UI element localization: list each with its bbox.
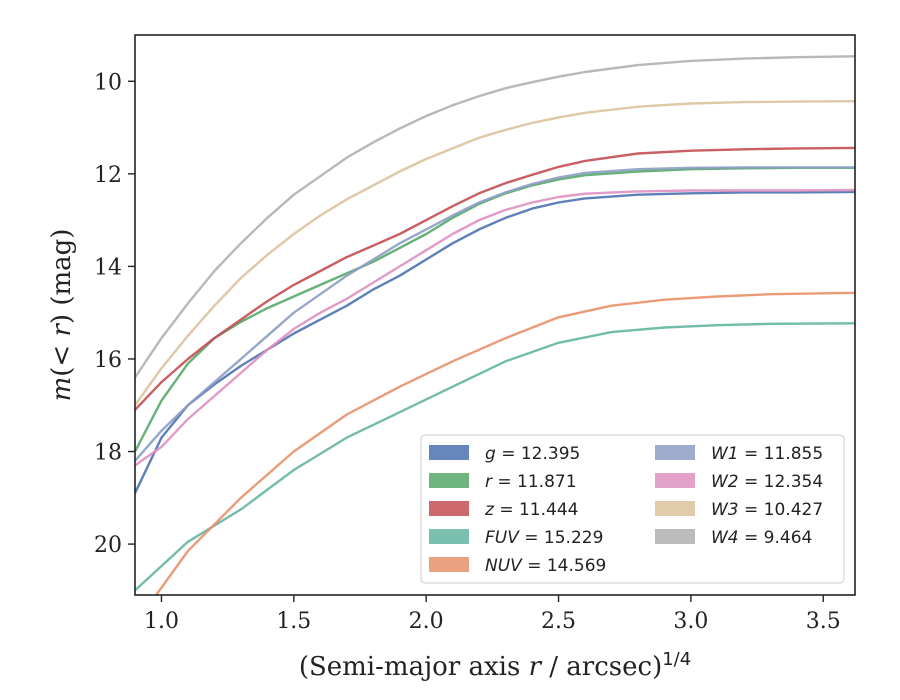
legend-swatch xyxy=(429,473,469,488)
series-line-0 xyxy=(135,190,855,494)
legend-swatch xyxy=(655,501,695,516)
y-label-suffix: ) (mag) xyxy=(47,229,77,325)
x-label-open: (Semi-major axis xyxy=(299,652,529,682)
series-line-3 xyxy=(135,322,855,592)
legend-swatch xyxy=(655,445,695,460)
series-line-6 xyxy=(135,188,855,467)
legend-swatch xyxy=(429,501,469,516)
legend: g = 12.395 r = 11.871 z = 11.444 FUV = 15.2… xyxy=(420,434,845,584)
y-tick-label: 16 xyxy=(94,348,122,373)
legend-swatch xyxy=(655,529,695,544)
series-line-4 xyxy=(155,291,855,595)
y-tick-label: 14 xyxy=(94,255,122,280)
legend-label: z = 11.444 xyxy=(484,500,578,520)
y-label-m: m xyxy=(47,377,77,402)
legend-label: g = 12.395 xyxy=(485,444,580,464)
legend-swatch xyxy=(429,557,469,572)
x-tick-label: 1.0 xyxy=(144,609,179,634)
legend-label: W1 = 11.855 xyxy=(711,444,823,464)
x-tick-label: 2.5 xyxy=(541,609,576,634)
series-line-5 xyxy=(135,166,855,462)
y-axis-ticks: 10 12 14 16 18 20 xyxy=(94,70,135,558)
x-label-rest: / arcsec) xyxy=(541,652,662,682)
plot-frame xyxy=(134,34,856,596)
legend-label: NUV = 14.569 xyxy=(485,556,606,576)
legend-box xyxy=(420,434,845,584)
x-tick-label: 3.0 xyxy=(673,609,708,634)
x-tick-label: 1.5 xyxy=(276,609,311,634)
legend-swatch xyxy=(429,445,469,460)
x-tick-label: 2.0 xyxy=(409,609,444,634)
x-axis-label: (Semi-major axis r / arcsec)1/4 xyxy=(299,649,691,682)
legend-swatch xyxy=(655,473,695,488)
series-line-7 xyxy=(135,100,855,406)
series-line-2 xyxy=(135,146,855,411)
y-tick-label: 10 xyxy=(94,70,122,95)
y-tick-label: 20 xyxy=(94,533,122,558)
legend-swatch xyxy=(429,529,469,544)
x-label-exponent: 1/4 xyxy=(662,649,691,670)
legend-label: W4 = 9.464 xyxy=(711,528,812,548)
y-tick-label: 12 xyxy=(94,163,122,188)
legend-label: FUV = 15.229 xyxy=(485,528,603,548)
legend-label: W3 = 10.427 xyxy=(711,500,823,520)
legend-label: W2 = 12.354 xyxy=(711,472,823,492)
series-lines xyxy=(135,55,855,595)
y-label-var: r xyxy=(47,323,77,337)
x-axis-ticks: 1.0 1.5 2.0 2.5 3.0 3.5 xyxy=(144,595,841,634)
x-tick-label: 3.5 xyxy=(806,609,841,634)
x-label-var: r xyxy=(529,652,543,682)
series-line-1 xyxy=(135,166,855,453)
y-label-open: (< xyxy=(47,337,77,377)
series-line-8 xyxy=(135,55,855,379)
y-axis-label: m(< r) (mag) xyxy=(47,229,77,402)
legend-label: r = 11.871 xyxy=(485,472,577,492)
y-tick-label: 18 xyxy=(94,441,122,466)
